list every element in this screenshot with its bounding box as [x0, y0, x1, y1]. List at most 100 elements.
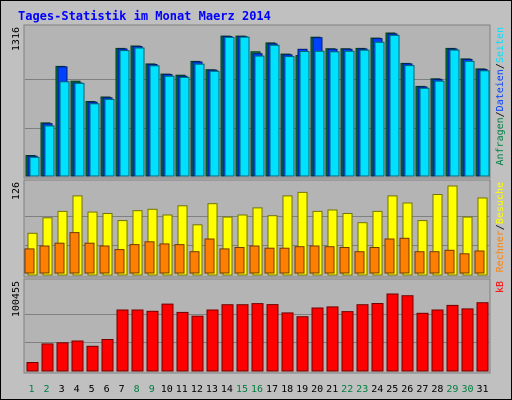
bar-seiten-day-16: [254, 55, 265, 177]
legend-entry: Anfragen: [495, 117, 506, 165]
bar-besuche-day-16: [252, 207, 263, 276]
panel-kb-ymax-label: 100455: [11, 281, 22, 317]
bar-kb-day-4: [71, 340, 84, 372]
bar-kb-day-14: [221, 304, 234, 372]
bar-seiten-day-17: [269, 44, 280, 177]
bar-seiten-day-2: [44, 125, 55, 177]
bar-kb-day-13: [206, 309, 219, 372]
bar-kb-day-18: [281, 312, 294, 372]
panel-visits-legend: Rechner/Besuche: [495, 182, 506, 272]
bar-rechner-day-4: [69, 232, 80, 274]
bar-rechner-day-29: [444, 249, 455, 274]
x-tick-label: 29: [446, 384, 458, 395]
bar-besuche-day-23: [357, 222, 368, 276]
bar-seiten-day-3: [59, 81, 70, 177]
panel-kb: 100455 kB: [11, 278, 506, 374]
bar-kb-day-25: [386, 293, 399, 372]
bar-besuche-day-21: [327, 209, 338, 276]
bar-besuche-day-30: [462, 216, 473, 276]
x-tick-label: 8: [134, 384, 140, 395]
bar-rechner-day-31: [474, 250, 485, 274]
bar-seiten-day-31: [479, 70, 490, 177]
bar-rechner-day-8: [129, 244, 140, 274]
bar-rechner-day-3: [54, 242, 65, 274]
bar-kb-day-26: [401, 295, 414, 372]
bar-kb-day-12: [191, 315, 204, 372]
legend-entry: /: [495, 224, 506, 230]
bar-besuche-day-25: [387, 195, 398, 276]
x-tick-label: 7: [119, 384, 125, 395]
x-tick-label: 30: [461, 384, 473, 395]
bar-kb-day-30: [461, 308, 474, 372]
bar-rechner-day-5: [84, 242, 95, 274]
x-tick-label: 19: [296, 384, 308, 395]
x-tick-label: 24: [371, 384, 383, 395]
bar-besuche-day-7: [117, 220, 128, 276]
bar-besuche-day-20: [312, 210, 323, 276]
bar-kb-day-11: [176, 311, 189, 372]
bar-rechner-day-9: [144, 241, 155, 274]
bar-rechner-day-12: [189, 251, 200, 274]
panel-visits: 126 Rechner/Besuche: [11, 179, 506, 278]
bar-besuche-day-19: [297, 191, 308, 276]
legend-entry: /: [495, 111, 506, 117]
bar-seiten-day-19: [299, 51, 310, 177]
bar-kb-day-17: [266, 304, 279, 372]
bar-besuche-day-22: [342, 213, 353, 276]
x-tick-label: 1: [28, 384, 34, 395]
bar-rechner-day-20: [309, 245, 320, 274]
bar-seiten-day-8: [134, 47, 145, 177]
bar-rechner-day-11: [174, 244, 185, 274]
bar-seiten-day-12: [194, 63, 205, 177]
bar-kb-day-29: [446, 304, 459, 372]
x-tick-label: 17: [266, 384, 278, 395]
bar-seiten-day-26: [404, 65, 415, 177]
legend-entry: Besuche: [495, 182, 506, 224]
bar-kb-day-6: [101, 339, 114, 372]
bar-rechner-day-13: [204, 238, 215, 274]
bar-kb-day-3: [56, 342, 69, 372]
x-tick-label: 6: [104, 384, 110, 395]
bar-seiten-day-28: [434, 80, 445, 177]
chart-title: Tages-Statistik im Monat Maerz 2014: [18, 9, 271, 23]
x-tick-label: 15: [236, 384, 248, 395]
x-tick-label: 27: [416, 384, 428, 395]
panel-kb-legend: kB: [495, 281, 506, 293]
x-tick-label: 25: [386, 384, 398, 395]
bar-kb-day-16: [251, 303, 264, 372]
bar-kb-day-22: [341, 311, 354, 372]
bar-rechner-day-26: [399, 237, 410, 274]
bar-rechner-day-24: [369, 247, 380, 274]
x-tick-label: 5: [89, 384, 95, 395]
bar-rechner-day-16: [249, 245, 260, 274]
x-tick-label: 16: [251, 384, 263, 395]
bar-rechner-day-30: [459, 253, 470, 274]
bar-besuche-day-31: [477, 197, 488, 276]
bar-seiten-day-23: [359, 49, 370, 177]
bar-rechner-day-18: [279, 247, 290, 274]
bar-rechner-day-22: [339, 247, 350, 274]
bar-kb-day-5: [86, 345, 99, 372]
bar-kb-day-28: [431, 309, 444, 372]
bar-besuche-day-18: [282, 195, 293, 276]
x-tick-label: 4: [74, 384, 80, 395]
bar-rechner-day-23: [354, 251, 365, 274]
x-tick-label: 13: [206, 384, 218, 395]
bar-rechner-day-25: [384, 238, 395, 274]
bar-seiten-day-11: [179, 76, 190, 177]
x-tick-label: 12: [191, 384, 203, 395]
bar-seiten-day-7: [119, 50, 130, 177]
bar-kb-day-15: [236, 304, 249, 372]
bar-kb-day-24: [371, 303, 384, 372]
bar-rechner-day-2: [39, 245, 50, 274]
bar-kb-day-27: [416, 312, 429, 372]
bar-kb-day-23: [356, 304, 369, 372]
bar-besuche-day-24: [372, 210, 383, 276]
bar-seiten-day-6: [104, 98, 115, 177]
x-tick-label: 31: [476, 384, 488, 395]
bar-rechner-day-14: [219, 248, 230, 274]
bar-kb-day-1: [26, 362, 39, 372]
bar-kb-day-20: [311, 307, 324, 372]
bar-rechner-day-27: [414, 251, 425, 274]
